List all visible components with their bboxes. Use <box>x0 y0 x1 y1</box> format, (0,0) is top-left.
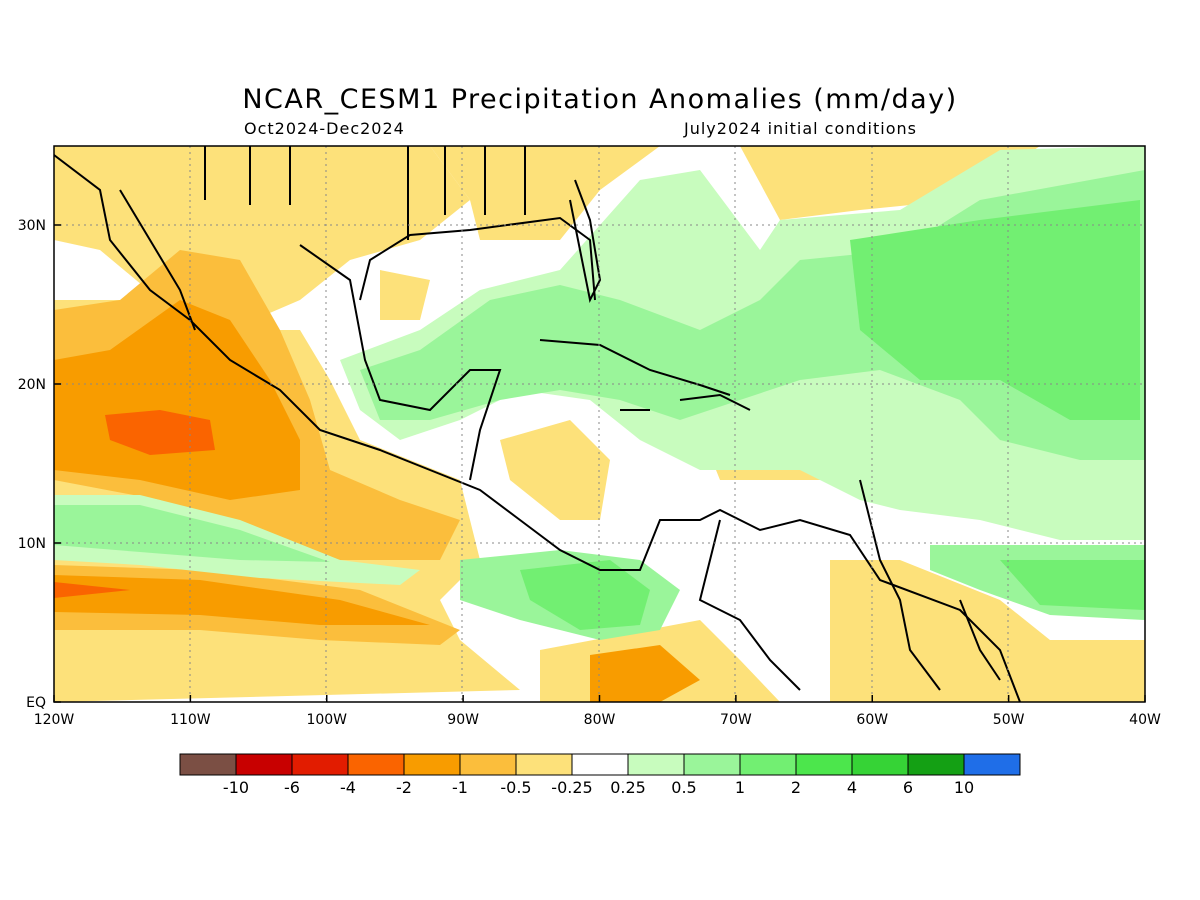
colorbar-swatch <box>459 753 517 776</box>
colorbar-label: -2 <box>396 778 412 797</box>
lat-tick-label: 20N <box>18 377 46 393</box>
lon-tick-label: 90W <box>447 712 479 728</box>
colorbar-label: -10 <box>223 778 249 797</box>
colorbar-label: -0.5 <box>500 778 531 797</box>
map-title: NCAR_CESM1 Precipitation Anomalies (mm/d… <box>242 84 958 115</box>
colorbar-swatch <box>627 753 685 776</box>
latitude-axis: EQ 10N 20N 30N <box>18 218 61 711</box>
colorbar-label: 6 <box>903 778 913 797</box>
lat-tick-label: 10N <box>18 536 46 552</box>
lon-tick-label: 70W <box>720 712 752 728</box>
forecast-period: Oct2024-Dec2024 <box>244 119 405 138</box>
lon-tick-label: 80W <box>584 712 616 728</box>
colorbar-swatch <box>403 753 461 776</box>
colorbar-swatch <box>291 753 349 776</box>
colorbar-swatch <box>347 753 405 776</box>
lon-tick-label: 40W <box>1129 712 1161 728</box>
colorbar-swatch <box>571 753 629 776</box>
colorbar-swatch <box>739 753 797 776</box>
colorbar-label: 10 <box>954 778 974 797</box>
colorbar-swatch <box>963 753 1021 776</box>
grid-lines <box>54 146 1145 702</box>
colorbar-swatch <box>907 753 965 776</box>
colorbar-label: 4 <box>847 778 857 797</box>
lat-tick-label: 30N <box>18 218 46 234</box>
lon-tick-label: 60W <box>856 712 888 728</box>
colorbar-swatch <box>179 753 237 776</box>
colorbar-swatch <box>235 753 293 776</box>
colorbar-label: 1 <box>735 778 745 797</box>
colorbar-label: 0.25 <box>610 778 646 797</box>
colorbar-label: -0.25 <box>551 778 592 797</box>
coastlines <box>54 146 1021 702</box>
colorbar-label: -4 <box>340 778 356 797</box>
colorbar-label: -6 <box>284 778 300 797</box>
longitude-axis: 120W 110W 100W 90W 80W 70W 60W 50W 40W <box>34 695 1161 728</box>
colorbar-label: 0.5 <box>671 778 696 797</box>
colorbar-label: -1 <box>452 778 468 797</box>
lon-tick-label: 50W <box>993 712 1025 728</box>
initial-conditions: July2024 initial conditions <box>684 119 917 138</box>
colorbar-swatch <box>851 753 909 776</box>
lon-tick-label: 110W <box>170 712 211 728</box>
lat-tick-label: EQ <box>26 695 46 711</box>
lon-tick-label: 120W <box>34 712 75 728</box>
colorbar: -10 -6 -4 -2 -1 -0.5 -0.25 0.25 0.5 1 2 4 6 10 <box>179 753 1021 797</box>
lon-tick-label: 100W <box>306 712 347 728</box>
colorbar-swatch <box>795 753 853 776</box>
anomaly-field <box>54 146 1145 702</box>
colorbar-swatch <box>515 753 573 776</box>
colorbar-swatch <box>683 753 741 776</box>
colorbar-label: 2 <box>791 778 801 797</box>
